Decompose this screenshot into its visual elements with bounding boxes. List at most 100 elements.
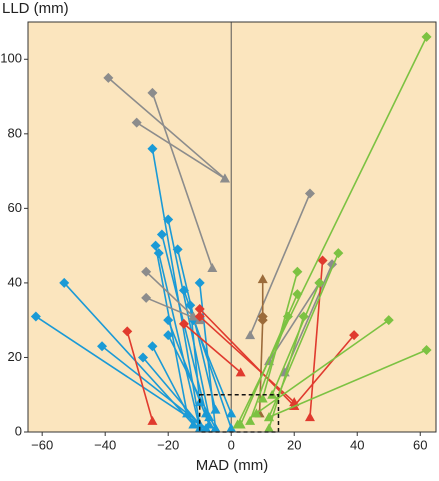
post-marker (245, 330, 256, 340)
pre-marker (178, 318, 189, 329)
change-line (167, 219, 210, 418)
x-tick-label: −60 (31, 437, 53, 452)
pre-marker (194, 311, 205, 322)
change-line (167, 319, 210, 425)
post-marker (257, 393, 268, 403)
y-axis-label: LLD (mm) (2, 0, 69, 17)
post-marker (226, 408, 237, 418)
change-line (126, 331, 154, 422)
post-marker (235, 419, 246, 429)
change-line (151, 92, 214, 269)
pre-marker (172, 244, 183, 255)
post-marker (226, 423, 237, 433)
pre-marker (314, 277, 325, 288)
pre-marker (163, 315, 174, 326)
y-tick-label: 0 (15, 423, 22, 438)
pre-marker (317, 255, 328, 266)
post-marker (204, 419, 215, 429)
pre-marker (163, 330, 174, 341)
x-tick-label: −40 (94, 437, 116, 452)
post-marker (219, 173, 230, 183)
post-marker (182, 408, 193, 418)
post-marker (235, 367, 246, 377)
pre-marker (163, 214, 174, 225)
post-marker (207, 263, 218, 272)
pre-marker (131, 117, 142, 128)
pre-marker (147, 143, 158, 154)
change-line (157, 252, 201, 429)
pre-marker (304, 188, 315, 199)
change-line (199, 308, 295, 407)
x-tick-label: 0 (228, 437, 235, 452)
pre-marker (194, 304, 205, 314)
y-tick-label: 80 (8, 125, 22, 140)
y-tick-label: 100 (0, 51, 22, 66)
pre-marker (282, 311, 293, 322)
pre-marker (292, 266, 303, 277)
plot-area (28, 22, 436, 432)
pre-marker (292, 289, 303, 300)
post-marker (210, 423, 221, 433)
post-marker (194, 419, 205, 429)
change-line (142, 356, 201, 426)
post-marker (245, 415, 256, 425)
pre-marker (59, 277, 70, 288)
pre-marker (153, 248, 164, 259)
pre-marker (147, 87, 158, 98)
post-marker (188, 311, 199, 321)
pre-marker (333, 248, 344, 259)
pre-marker (156, 229, 167, 240)
change-line (249, 316, 289, 422)
post-marker (147, 415, 158, 425)
change-line (293, 334, 355, 407)
change-line (271, 282, 321, 396)
pre-marker (185, 300, 196, 311)
change-line (268, 282, 321, 362)
pre-marker (194, 277, 205, 288)
pre-marker (30, 311, 41, 322)
change-line (136, 121, 226, 180)
x-tick-label: 40 (350, 437, 364, 452)
plot-frame (27, 21, 437, 433)
change-line (199, 315, 295, 403)
pre-marker (298, 311, 309, 322)
pre-marker (150, 240, 161, 251)
post-marker (257, 274, 268, 284)
pre-marker (103, 72, 114, 83)
pre-marker (421, 345, 432, 355)
pre-marker (97, 341, 108, 352)
pre-marker (147, 341, 158, 352)
pre-marker (122, 326, 133, 337)
pre-marker (178, 285, 189, 296)
change-line (268, 349, 427, 418)
post-marker (201, 408, 212, 418)
x-tick-label: −20 (157, 437, 179, 452)
post-marker (264, 412, 275, 422)
change-line (107, 77, 226, 180)
x-tick-label: 20 (287, 437, 301, 452)
pre-marker (137, 352, 148, 363)
change-line (249, 193, 311, 336)
change-line (35, 315, 201, 426)
change-line (258, 320, 264, 414)
pre-marker (141, 292, 152, 303)
pre-marker (383, 315, 394, 326)
change-line (192, 319, 232, 414)
pre-marker (349, 330, 360, 341)
post-marker (251, 408, 262, 418)
y-tick-label: 20 (8, 349, 22, 364)
post-marker (188, 419, 199, 429)
y-tick-label: 60 (8, 200, 22, 215)
pre-marker (141, 266, 152, 277)
x-tick-label: 60 (413, 437, 427, 452)
change-line (183, 323, 242, 373)
post-marker (210, 404, 221, 414)
change-line (145, 271, 194, 318)
y-tick-label: 40 (8, 274, 22, 289)
pre-marker (257, 315, 268, 326)
x-axis-label: MAD (mm) (196, 457, 268, 474)
post-marker (264, 423, 275, 433)
post-marker (304, 412, 315, 422)
pre-marker (421, 31, 432, 42)
